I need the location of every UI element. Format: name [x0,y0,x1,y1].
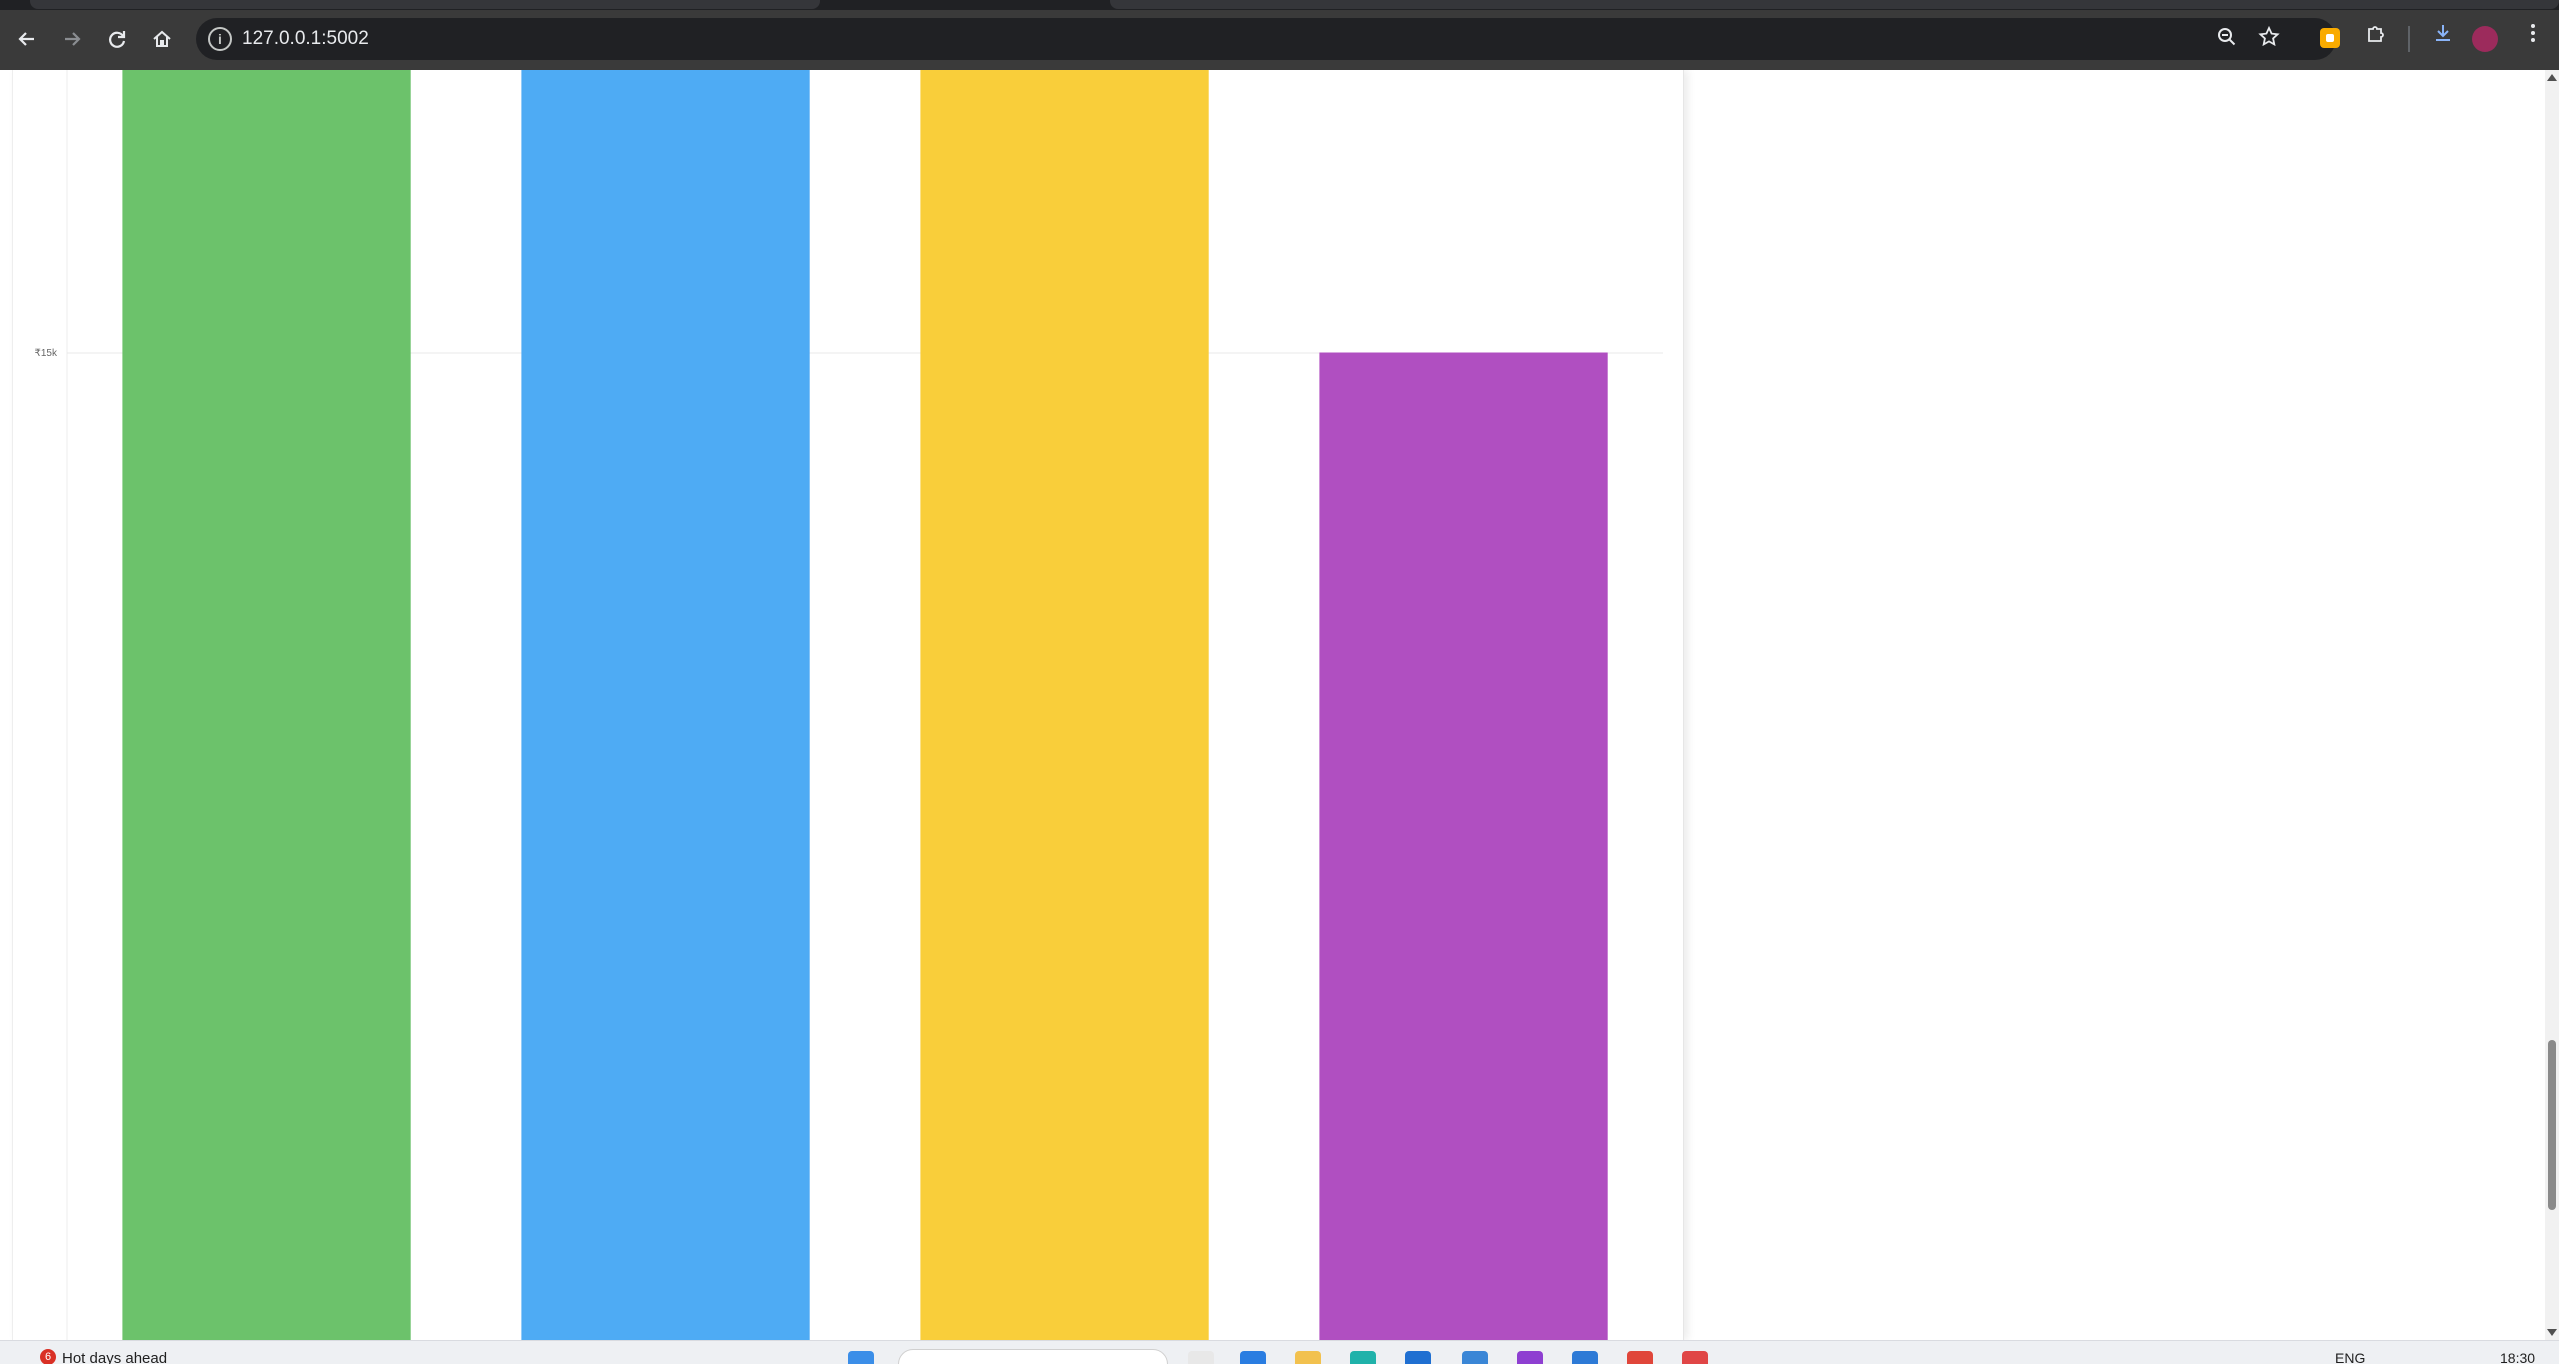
language-indicator[interactable]: ENG [2335,1350,2366,1364]
edge-icon[interactable] [1240,1351,1266,1364]
y-tick-label: ₹15k [35,348,58,359]
address-bar[interactable]: i 127.0.0.1:5002 [196,18,2336,60]
extension-icon[interactable] [2320,28,2340,48]
arrow-right-icon [65,32,81,46]
browser-toolbar: i 127.0.0.1:5002 [0,0,2559,70]
vscode-icon[interactable] [1462,1351,1488,1364]
chrome-icon[interactable] [1627,1351,1653,1364]
outlook-icon[interactable] [1405,1351,1431,1364]
home-button[interactable] [145,22,179,56]
tab-strip [0,0,2559,10]
reload-icon [109,31,126,48]
bar-chart: ₹15k [35,70,1663,1340]
puzzle-icon[interactable] [2361,22,2391,52]
scroll-up-arrow[interactable] [2547,74,2557,81]
app-icon-red[interactable] [1682,1351,1708,1364]
bar-4[interactable] [1319,352,1608,1340]
bar-3[interactable] [920,70,1209,1340]
tab-other[interactable] [1110,0,2559,9]
scroll-down-arrow[interactable] [2547,1329,2557,1336]
file-explorer-icon[interactable] [1295,1351,1321,1364]
download-icon[interactable] [2428,22,2458,52]
forward-button[interactable] [55,22,89,56]
page-viewport: ₹15k [0,70,2545,1340]
app-icon-blue[interactable] [1572,1351,1598,1364]
zoom-out-icon[interactable] [2214,26,2240,52]
app-icon-purple[interactable] [1517,1351,1543,1364]
page-scrollbar[interactable] [2545,70,2559,1340]
clock[interactable]: 18:30 [2500,1350,2536,1364]
star-icon[interactable] [2256,25,2282,52]
info-icon[interactable]: i [208,27,232,51]
app-icon-teal[interactable] [1350,1351,1376,1364]
taskbar-search-input[interactable] [898,1349,1168,1364]
scroll-thumb[interactable] [2548,1040,2556,1210]
tab-active[interactable] [30,0,820,9]
avatar[interactable] [2472,26,2498,52]
reload-button[interactable] [100,22,134,56]
bar-1[interactable] [122,70,411,1340]
kebab-menu-icon[interactable] [2518,22,2548,52]
url-text[interactable]: 127.0.0.1:5002 [242,28,369,49]
os-taskbar: 6 Hot days ahead ENG 18:30 [0,1340,2559,1364]
weather-text[interactable]: Hot days ahead [62,1350,168,1364]
home-icon [153,30,171,47]
start-icon[interactable] [848,1351,874,1364]
bar-2[interactable] [521,70,810,1340]
arrow-left-icon [18,32,34,46]
toolbar-separator [2408,26,2410,52]
task-view-icon[interactable] [1188,1351,1214,1364]
chart-card: ₹15k [12,70,1684,1340]
weather-badge[interactable]: 6 [40,1349,56,1364]
back-button[interactable] [10,22,44,56]
